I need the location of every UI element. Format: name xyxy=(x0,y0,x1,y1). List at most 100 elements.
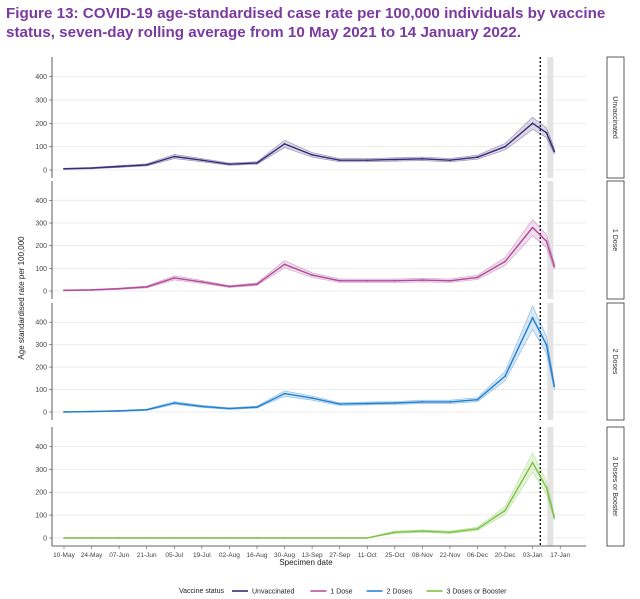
panel-background xyxy=(52,57,586,178)
y-tick-label: 200 xyxy=(35,365,47,372)
x-tick-label: 08-Nov xyxy=(412,552,434,559)
data-point xyxy=(90,410,93,413)
data-point xyxy=(504,145,506,148)
x-tick-label: 10-May xyxy=(53,552,75,559)
data-point xyxy=(173,277,176,279)
data-point xyxy=(545,240,548,243)
y-tick-label: 0 xyxy=(43,410,47,417)
legend-title: Vaccine status xyxy=(179,588,225,595)
data-point xyxy=(173,402,176,404)
data-point xyxy=(553,516,556,519)
data-point xyxy=(421,401,424,403)
data-point xyxy=(366,537,369,539)
facet-strip-label: Unvaccinated xyxy=(611,96,618,139)
data-point xyxy=(366,159,369,162)
facet-strip xyxy=(606,302,625,421)
data-point xyxy=(283,392,286,395)
x-tick-label: 05-Jul xyxy=(165,552,183,559)
data-point xyxy=(545,343,548,346)
series-line-3-doses-or-booster xyxy=(64,461,555,539)
confidence-band-1-dose xyxy=(63,219,555,292)
x-tick-label: 11-Oct xyxy=(358,552,377,559)
data-point xyxy=(145,408,148,411)
x-tick-label: 27-Sep xyxy=(329,552,350,559)
x-tick-label: 03-Jan xyxy=(523,552,543,559)
incomplete-data-band xyxy=(547,427,554,546)
data-point xyxy=(553,385,556,388)
y-tick-label: 300 xyxy=(35,342,47,349)
data-point xyxy=(118,410,120,412)
data-point xyxy=(200,405,203,408)
series-line-2-doses xyxy=(63,317,555,413)
data-point xyxy=(63,289,65,292)
data-point xyxy=(449,279,451,282)
facet-strip-label: 1 Dose xyxy=(611,229,618,251)
facet-3-doses-or-booster: 0 100 200 300 400 3 Doses or Booster xyxy=(35,426,625,547)
data-point xyxy=(256,283,258,286)
facet-1-dose: 0 100 200 300 400 1 Dose xyxy=(35,180,625,300)
data-point xyxy=(476,156,479,159)
data-point xyxy=(476,276,479,279)
data-point xyxy=(118,165,120,168)
data-point xyxy=(393,279,396,282)
chart-facets: 0 100 200 300 400 Unvaccinated 0 100 200 300 400 1 … xyxy=(35,56,625,547)
facet-unvaccinated: 0 100 200 300 400 Unvaccinated xyxy=(35,56,625,179)
data-point xyxy=(421,157,424,160)
y-tick-label: 0 xyxy=(43,168,47,175)
data-point xyxy=(90,167,93,170)
panel-background xyxy=(52,181,586,299)
x-tick-label: 06-Dec xyxy=(467,552,489,559)
data-point xyxy=(256,406,258,408)
x-tick-label: 30-Aug xyxy=(274,552,295,559)
data-point xyxy=(228,285,231,288)
facet-strip-label: 2 Doses xyxy=(611,349,618,375)
data-point xyxy=(504,509,506,512)
confidence-band-2-doses xyxy=(63,305,555,413)
data-point xyxy=(449,401,451,403)
series-line-1-dose xyxy=(63,226,555,291)
data-point xyxy=(338,279,341,282)
data-point xyxy=(173,155,176,158)
data-point xyxy=(283,263,286,266)
data-point xyxy=(393,402,396,404)
data-point xyxy=(90,289,93,291)
facet-strip xyxy=(606,56,625,179)
incomplete-data-band xyxy=(547,57,554,178)
data-point xyxy=(338,537,341,539)
chart-title: Figure 13: COVID-19 age-standardised cas… xyxy=(6,5,606,41)
x-tick-label: 24-May xyxy=(81,552,103,559)
data-point xyxy=(200,281,203,283)
data-point xyxy=(421,530,424,532)
data-point xyxy=(145,164,148,166)
data-point xyxy=(200,537,203,539)
data-point xyxy=(366,279,369,282)
data-point xyxy=(449,531,451,534)
facet-2-doses: 0 100 200 300 400 2 Doses xyxy=(35,302,625,421)
data-point xyxy=(531,226,534,229)
data-point xyxy=(145,286,148,288)
y-tick-label: 400 xyxy=(35,198,47,205)
y-tick-label: 300 xyxy=(35,467,47,474)
y-tick-label: 100 xyxy=(35,144,47,151)
data-point xyxy=(311,274,313,276)
data-point xyxy=(531,122,534,125)
facet-strip-label: 3 Doses or Booster xyxy=(611,457,618,518)
panel-background xyxy=(52,303,586,420)
data-point xyxy=(531,316,534,319)
data-point xyxy=(504,375,506,377)
data-point xyxy=(256,537,258,539)
data-point xyxy=(545,486,548,489)
data-point xyxy=(338,159,341,162)
y-tick-label: 200 xyxy=(35,490,47,497)
legend-label: 1 Dose xyxy=(330,589,352,596)
data-point xyxy=(393,158,396,161)
confidence-band-unvaccinated xyxy=(63,116,555,170)
x-axis: 10-May 24-May 07-Jun 21-Jun 05-Jul 19-Jul 02-A… xyxy=(52,545,586,559)
y-tick-label: 200 xyxy=(35,121,47,128)
data-point xyxy=(283,143,286,145)
data-point xyxy=(63,411,65,413)
y-tick-label: 0 xyxy=(43,289,47,296)
y-tick-label: 100 xyxy=(35,266,47,273)
legend-label: Unvaccinated xyxy=(252,589,295,596)
panel-background xyxy=(52,427,586,546)
